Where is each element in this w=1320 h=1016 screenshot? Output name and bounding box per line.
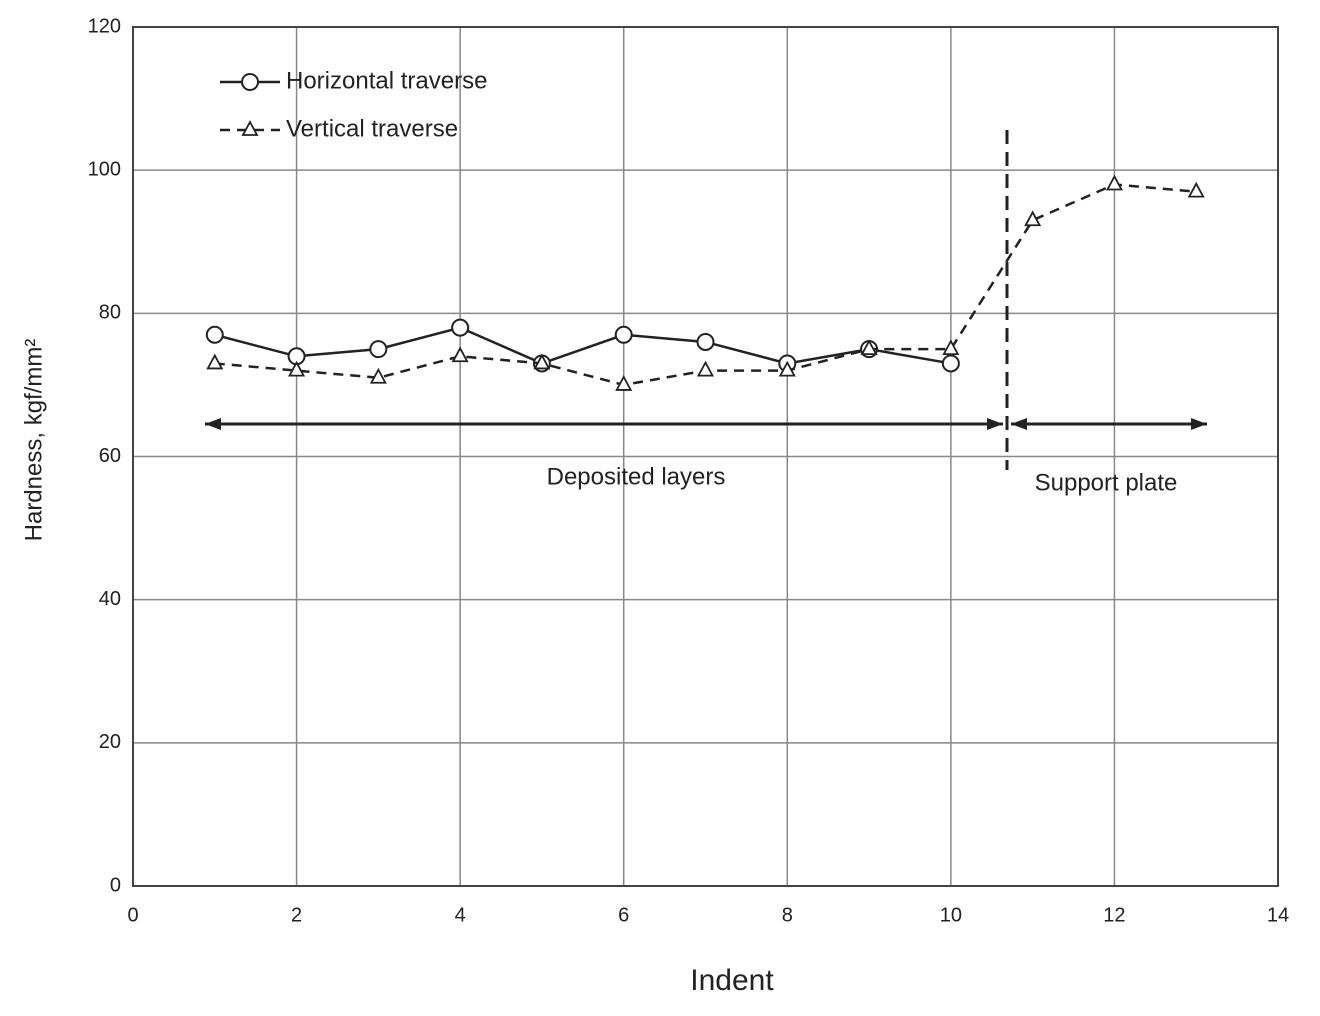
legend-marker — [241, 73, 259, 91]
legend-marker — [241, 120, 259, 136]
marker — [696, 360, 715, 377]
marker — [1187, 181, 1205, 198]
x-tick-label: 6 — [618, 904, 629, 926]
x-tick-label: 4 — [455, 904, 466, 926]
x-tick-label: 0 — [127, 904, 138, 926]
marker — [942, 339, 960, 356]
x-tick-label: 8 — [782, 904, 793, 926]
grid — [132, 26, 1279, 887]
y-tick-label: 100 — [88, 158, 121, 180]
marker — [696, 332, 715, 351]
annotation-text: Deposited layers — [547, 463, 726, 490]
y-axis-title: Hardness, kgf/mm² — [20, 339, 47, 542]
y-tick-label: 0 — [110, 874, 121, 896]
marker — [614, 325, 633, 344]
marker — [778, 360, 796, 377]
annotation-text: Support plate — [1035, 469, 1178, 496]
series-line — [214, 183, 1197, 387]
marker — [533, 353, 551, 370]
annotations: Deposited layers Support plate — [205, 130, 1207, 496]
marker — [860, 339, 878, 356]
marker — [206, 353, 224, 370]
x-tick-label: 2 — [291, 904, 302, 926]
y-tick-label: 40 — [99, 588, 121, 610]
marker — [1105, 174, 1123, 191]
y-tick-label: 20 — [99, 731, 121, 753]
marker — [451, 346, 469, 363]
y-tick-label: 60 — [99, 445, 121, 467]
marker — [288, 360, 306, 377]
marker — [205, 325, 224, 344]
marker — [615, 375, 633, 391]
legend-label: Horizontal traverse — [286, 67, 487, 94]
plot-frame — [132, 26, 1279, 887]
legend-label: Vertical traverse — [286, 115, 458, 142]
marker — [369, 340, 388, 359]
x-tick-label: 10 — [940, 904, 962, 926]
marker — [941, 354, 960, 373]
x-tick-label: 12 — [1103, 904, 1125, 926]
y-tick-label: 120 — [88, 15, 121, 37]
y-tick-label: 80 — [99, 302, 121, 324]
series-line — [214, 326, 952, 365]
marker — [1024, 210, 1042, 227]
marker — [369, 367, 387, 384]
x-axis-title: Indent — [690, 964, 774, 997]
x-tick-label: 14 — [1267, 904, 1289, 926]
marker — [451, 318, 470, 337]
